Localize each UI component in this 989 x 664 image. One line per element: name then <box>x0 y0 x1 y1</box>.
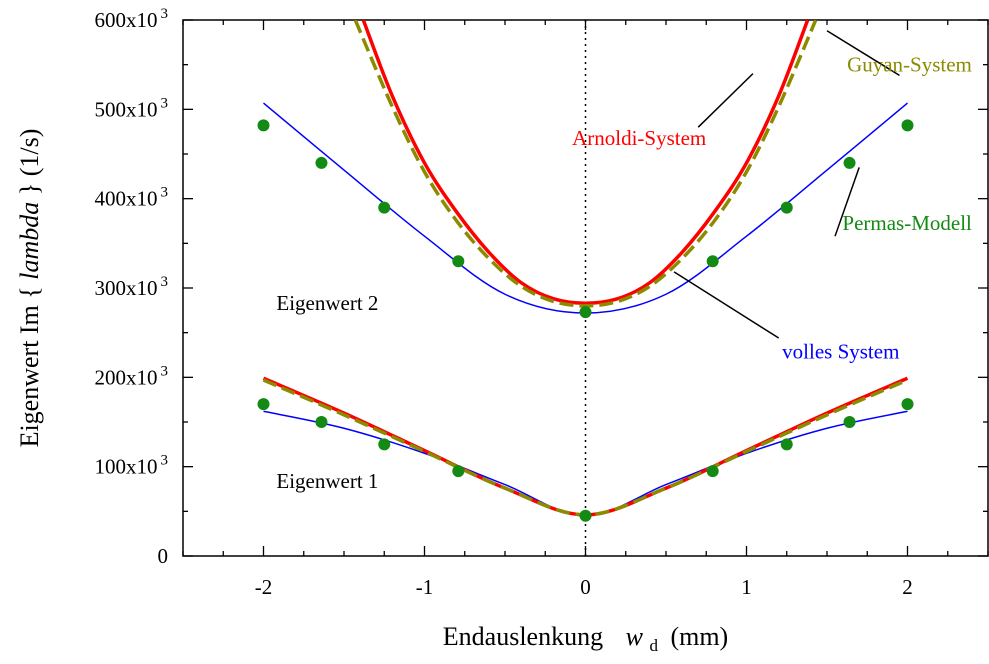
line-guyan-system <box>353 20 818 308</box>
x-axis-title-suffix: (mm) <box>670 622 728 651</box>
x-tick-label: 0 <box>580 575 591 599</box>
annotation-guyan-system: Guyan-System <box>847 53 972 77</box>
y-tick-mantissa: 100x10 <box>95 455 158 479</box>
y-axis-title: Eigenwert Im { lambda } (1/s) <box>15 129 44 448</box>
x-axis-title-sub: d <box>649 636 658 655</box>
y-axis-title-suffix: } (1/s) <box>15 129 44 196</box>
y-tick-mantissa: 500x10 <box>95 97 158 121</box>
annotation-eigenwert-2: Eigenwert 2 <box>276 291 378 315</box>
point-permas-modell <box>452 465 465 478</box>
point-permas-modell <box>901 119 914 132</box>
point-permas-modell <box>315 416 328 428</box>
point-permas-modell <box>579 509 592 522</box>
y-tick-label: 500x10 3 <box>95 95 169 121</box>
line-arnoldi-system <box>361 20 810 305</box>
x-tick-label: 2 <box>902 575 913 599</box>
point-permas-modell <box>257 119 270 132</box>
x-axis-title: Endauslenkung w d (mm) <box>443 622 728 657</box>
point-permas-modell <box>706 255 719 268</box>
annotation-volles-system: volles System <box>782 339 899 363</box>
point-permas-modell <box>452 255 465 268</box>
y-tick-exponent: 3 <box>161 453 169 469</box>
y-tick-label: 0 <box>158 544 169 568</box>
y-tick-label: 200x10 3 <box>95 363 169 389</box>
annotation-pointer <box>673 271 780 339</box>
point-permas-modell <box>901 398 914 411</box>
x-tick-label: 1 <box>741 575 752 599</box>
annotation-pointer <box>697 73 754 128</box>
y-axis-title-var: lambda <box>15 202 44 280</box>
point-permas-modell <box>780 438 793 451</box>
y-tick-mantissa: 400x10 <box>95 187 158 211</box>
y-tick-exponent: 3 <box>161 6 169 22</box>
point-permas-modell <box>843 156 856 169</box>
y-tick-exponent: 3 <box>161 185 169 201</box>
point-permas-modell <box>257 398 270 411</box>
annotation-arnoldi-system: Arnoldi-System <box>572 126 706 150</box>
x-tick-label: -2 <box>255 575 273 599</box>
y-tick-label: 600x10 3 <box>95 6 169 32</box>
x-axis-title-var: w <box>626 622 644 651</box>
annotation-pointer <box>826 30 900 77</box>
point-permas-modell <box>315 156 328 169</box>
y-tick-exponent: 3 <box>161 95 169 111</box>
y-tick-mantissa: 600x10 <box>95 8 158 32</box>
point-permas-modell <box>378 201 391 214</box>
annotation-permas-modell: Permas-Modell <box>842 211 972 235</box>
axis-ticks <box>182 19 989 557</box>
y-tick-mantissa: 300x10 <box>95 276 158 300</box>
annotations: Arnoldi-System Guyan-System Permas-Modell v… <box>276 30 972 493</box>
point-permas-modell <box>378 438 391 451</box>
point-permas-modell <box>579 306 592 319</box>
point-permas-modell <box>780 201 793 214</box>
y-tick-label: 100x10 3 <box>95 453 169 479</box>
x-axis-title-prefix: Endauslenkung <box>443 622 603 651</box>
y-tick-label: 400x10 3 <box>95 185 169 211</box>
y-tick-mantissa: 200x10 <box>95 365 158 389</box>
y-tick-exponent: 3 <box>161 274 169 290</box>
annotation-pointer <box>834 167 860 237</box>
point-permas-modell <box>843 416 856 428</box>
series-layer <box>257 20 914 522</box>
y-tick-label: 300x10 3 <box>95 274 169 300</box>
x-tick-label: -1 <box>416 575 434 599</box>
y-tick-exponent: 3 <box>161 363 169 379</box>
y-axis-title-prefix: Eigenwert Im { <box>15 286 44 447</box>
annotation-eigenwert-1: Eigenwert 1 <box>276 469 378 493</box>
point-permas-modell <box>706 465 719 478</box>
